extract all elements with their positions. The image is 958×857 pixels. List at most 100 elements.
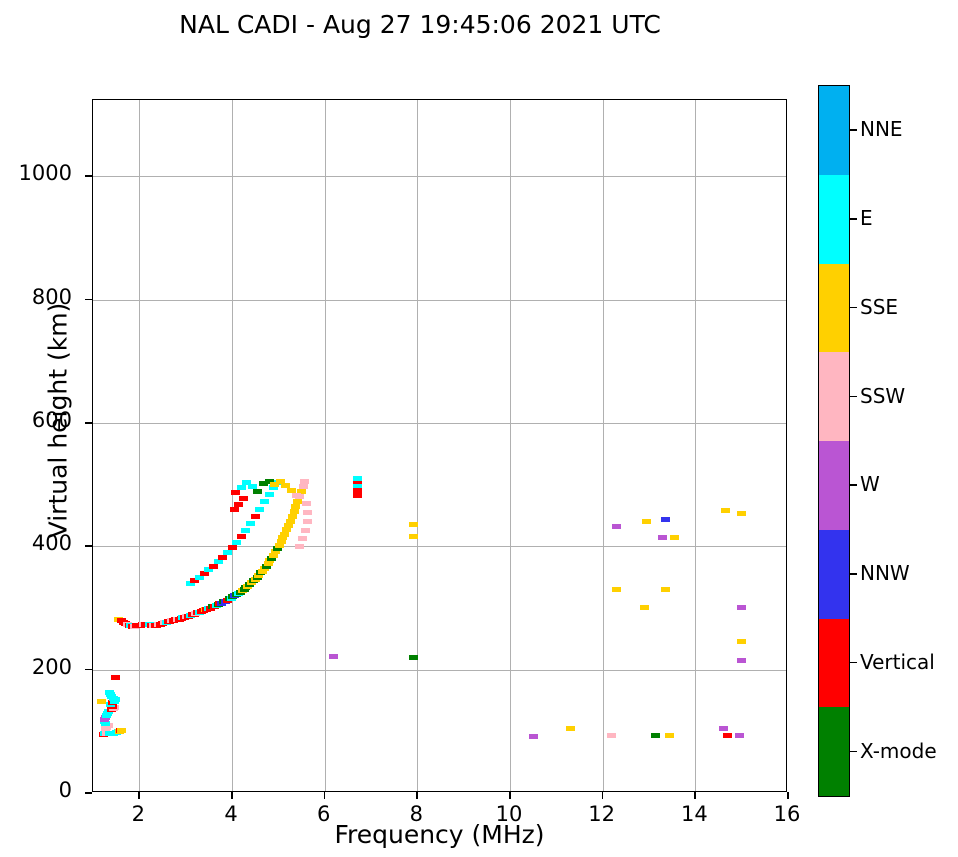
colorbar-tick (850, 306, 857, 309)
echo-point (110, 675, 120, 681)
echo-point (269, 552, 279, 558)
x-axis-tick (416, 792, 418, 799)
gridline-horizontal (93, 669, 786, 671)
x-axis-tick-label: 16 (773, 802, 801, 826)
echo-point (284, 522, 294, 528)
echo-point (737, 639, 747, 645)
x-axis-tick-label: 8 (409, 802, 424, 826)
echo-point (213, 559, 223, 565)
echo-point (612, 587, 622, 593)
y-axis-label: Virtual height (km) (43, 302, 73, 539)
x-axis-tick-label: 10 (495, 802, 523, 826)
echo-point (253, 489, 263, 494)
x-axis-tick (509, 792, 511, 799)
echo-point (718, 725, 728, 731)
echo-point (263, 561, 273, 567)
x-axis-tick-label: 6 (316, 802, 331, 826)
echo-point (105, 690, 115, 695)
x-axis-tick-label: 12 (588, 802, 616, 826)
y-axis-tick-label: 400 (31, 531, 72, 556)
echo-point (264, 479, 274, 485)
echo-point (565, 725, 575, 731)
echo-point (281, 483, 291, 489)
colorbar-label-sse: SSE (860, 294, 899, 319)
echo-point (280, 531, 290, 537)
gridline-horizontal (93, 176, 786, 178)
echo-point (250, 514, 260, 520)
echo-point (297, 489, 306, 494)
colorbar-segment-sse (819, 263, 849, 353)
y-axis-tick (85, 175, 92, 178)
echo-point (185, 580, 195, 586)
colorbar-tick (850, 573, 857, 575)
echo-point (267, 555, 277, 561)
echo-point (352, 492, 362, 498)
y-axis-tick-label: 800 (31, 284, 72, 309)
y-axis-tick-label: 600 (31, 408, 72, 433)
echo-point (737, 511, 747, 517)
echo-point (660, 587, 670, 593)
y-axis-tick (85, 298, 92, 301)
echo-point (259, 499, 269, 505)
echo-point (293, 498, 303, 504)
echo-point (234, 501, 244, 507)
echo-point (352, 489, 362, 494)
colorbar-label-x-mode: X-mode (860, 738, 937, 763)
echo-point (301, 500, 311, 506)
colorbar-tick (850, 129, 857, 131)
echo-point (246, 521, 256, 527)
echo-point (352, 482, 362, 488)
echo-point (117, 727, 127, 733)
gridline-vertical (510, 100, 511, 791)
echo-point (275, 479, 285, 485)
colorbar-segment-vertical (819, 618, 849, 708)
echo-point (607, 733, 617, 739)
echo-point (264, 492, 274, 498)
colorbar-tick (850, 484, 857, 486)
colorbar-segment-ssw (819, 352, 849, 441)
y-axis-tick (85, 422, 92, 424)
echo-point (231, 490, 241, 496)
echo-point (734, 733, 744, 739)
echo-point (232, 539, 242, 545)
echo-point (352, 479, 362, 485)
echo-point (669, 534, 679, 540)
echo-point (271, 549, 281, 555)
echo-point (352, 476, 362, 482)
gridline-vertical (417, 100, 419, 791)
y-axis-tick (85, 545, 92, 547)
echo-point (352, 485, 362, 491)
echo-point (639, 604, 649, 610)
echo-point (658, 534, 668, 540)
plot-area (92, 99, 787, 792)
colorbar-label-vertical: Vertical (860, 649, 935, 674)
gridline-horizontal (93, 423, 786, 425)
echo-point (303, 519, 313, 525)
echo-point (737, 657, 747, 663)
echo-point (270, 482, 280, 488)
echo-point (276, 538, 286, 544)
colorbar-tick (850, 395, 857, 398)
x-axis-label: Frequency (MHz) (334, 820, 545, 849)
echo-point (286, 488, 296, 494)
echo-point (409, 534, 419, 540)
colorbar (818, 85, 850, 797)
y-axis-tick-label: 0 (58, 778, 72, 802)
echo-point (665, 733, 675, 739)
x-axis-tick (231, 792, 233, 799)
echo-point (239, 495, 249, 501)
colorbar-label-w: W (860, 472, 880, 497)
echo-point (241, 527, 251, 533)
echo-point (236, 485, 246, 491)
gridline-horizontal (93, 299, 786, 301)
gridline-horizontal (93, 546, 786, 548)
gridline-vertical (602, 100, 604, 791)
colorbar-tick (850, 661, 857, 664)
echo-point (642, 519, 652, 525)
y-axis-tick (85, 792, 92, 794)
colorbar-label-nne: NNE (860, 117, 903, 142)
echo-point (195, 574, 205, 580)
colorbar-label-e: E (860, 206, 873, 231)
echo-point (287, 513, 297, 519)
